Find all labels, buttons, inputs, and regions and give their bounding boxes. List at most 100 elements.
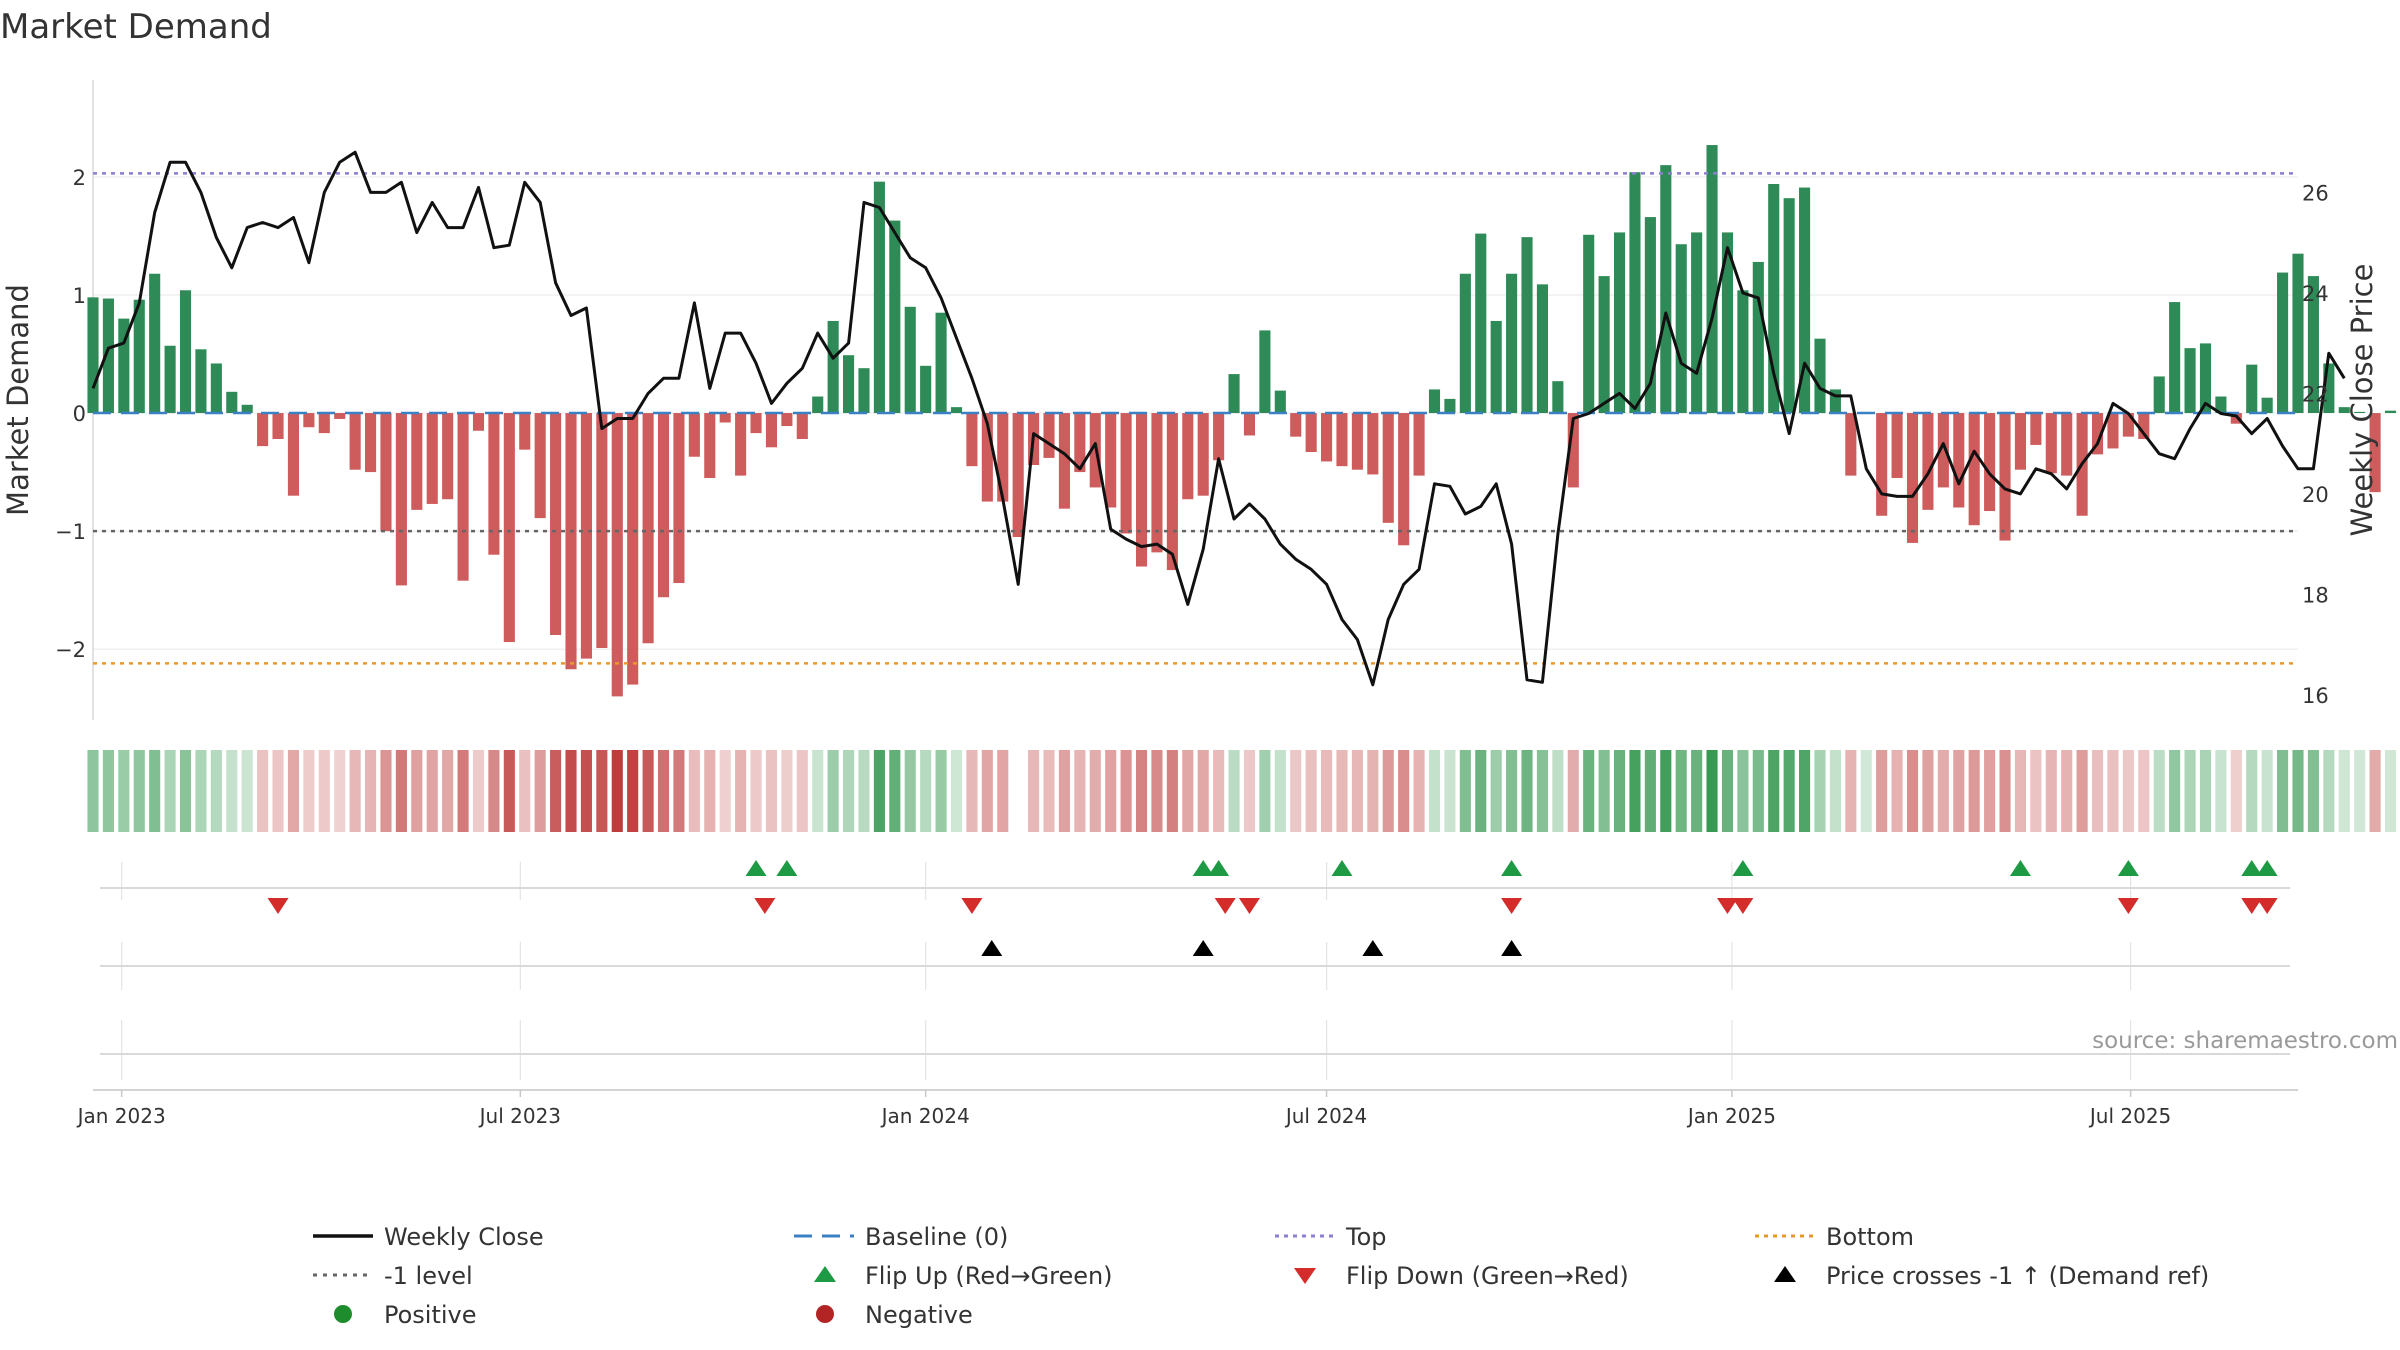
demand-bar xyxy=(102,298,114,414)
demand-bar xyxy=(488,413,500,555)
heat-cell xyxy=(2292,750,2304,832)
heat-cell xyxy=(2091,750,2104,832)
demand-bar xyxy=(966,413,978,467)
heat-cell xyxy=(1906,750,1919,832)
demand-bar xyxy=(1721,232,1734,414)
demand-bar xyxy=(1321,413,1333,462)
legend-label-bottom: Bottom xyxy=(1826,1223,1914,1251)
y-tick-label: 2 xyxy=(73,166,86,190)
demand-bar xyxy=(2030,413,2042,445)
x-tick-label: Jul 2025 xyxy=(2088,1104,2171,1128)
heat-cell xyxy=(1552,750,1564,832)
demand-bar xyxy=(2246,364,2258,414)
demand-bar xyxy=(1583,234,1595,414)
heat-cell xyxy=(796,750,808,832)
demand-bar xyxy=(1999,413,2011,541)
y2-tick-label: 18 xyxy=(2302,583,2329,607)
heat-cell xyxy=(1644,750,1656,832)
heat-cell xyxy=(2277,750,2289,832)
demand-bar xyxy=(287,413,299,496)
heat-cell xyxy=(950,750,963,832)
demand-bar xyxy=(1413,413,1425,476)
demand-bar xyxy=(2122,413,2134,437)
demand-bar xyxy=(1845,413,1857,476)
heat-cell xyxy=(611,750,623,832)
demand-bar xyxy=(1799,187,1811,414)
demand-bar xyxy=(365,413,377,473)
heat-cell xyxy=(704,750,716,832)
demand-bar xyxy=(904,306,916,414)
flip-down-marker xyxy=(754,898,776,914)
demand-bar xyxy=(411,413,423,510)
demand-bar xyxy=(1274,390,1286,414)
heat-cell xyxy=(365,750,377,832)
demand-bar xyxy=(1105,413,1117,508)
heat-cell xyxy=(133,750,145,832)
heat-cell xyxy=(750,750,762,832)
demand-bar xyxy=(1521,237,1533,414)
heat-cell xyxy=(1783,750,1795,832)
demand-bar xyxy=(426,413,438,504)
flip-up-marker xyxy=(1192,860,1214,876)
demand-bar xyxy=(1691,232,1703,414)
legend: Weekly Close -1 level Positive Baseline … xyxy=(313,1223,2209,1329)
demand-bar xyxy=(827,320,839,414)
heat-cell xyxy=(1213,750,1225,832)
heat-cell xyxy=(627,750,639,832)
heat-cell xyxy=(241,750,253,832)
demand-bar xyxy=(534,413,546,519)
y2-tick-label: 24 xyxy=(2302,282,2329,306)
heat-cell xyxy=(673,750,685,832)
demand-bar xyxy=(2091,413,2104,455)
demand-bar xyxy=(2215,396,2227,414)
flip-up-marker xyxy=(1331,860,1353,876)
heat-cell xyxy=(981,750,993,832)
heat-cell xyxy=(1721,750,1734,832)
demand-bar xyxy=(1768,184,1780,414)
demand-bar xyxy=(1367,413,1379,475)
legend-entry-top: Top xyxy=(1275,1223,1387,1251)
x-tick-label: Jan 2023 xyxy=(76,1104,166,1128)
demand-bar xyxy=(1228,374,1240,414)
demand-bar xyxy=(164,345,176,414)
demand-bar xyxy=(704,413,716,478)
demand-bar xyxy=(1444,398,1456,414)
demand-bar xyxy=(1043,413,1055,458)
demand-bar xyxy=(1166,413,1178,571)
demand-bar xyxy=(1151,413,1163,553)
y2-tick-label: 20 xyxy=(2302,483,2329,507)
demand-bar xyxy=(1398,413,1410,546)
legend-label-negative: Negative xyxy=(865,1301,973,1329)
legend-entry-positive: Positive xyxy=(334,1301,477,1329)
x-tick-label: Jan 2024 xyxy=(880,1104,970,1128)
demand-bar xyxy=(257,413,269,447)
demand-bar xyxy=(457,413,469,581)
heat-cell xyxy=(1567,750,1579,832)
heat-cell xyxy=(1752,750,1764,832)
demand-bar xyxy=(673,413,685,584)
demand-bar xyxy=(472,413,485,431)
demand-bar xyxy=(2199,343,2212,414)
demand-bar xyxy=(812,396,824,414)
flip-up-marker xyxy=(1732,860,1754,876)
heat-cell xyxy=(1382,750,1394,832)
legend-label-minus-one: -1 level xyxy=(384,1262,473,1290)
demand-bar xyxy=(565,413,577,670)
demand-bar xyxy=(1968,413,1980,526)
heat-cell xyxy=(472,750,485,832)
demand-bar xyxy=(2184,348,2196,414)
demand-bar xyxy=(796,413,808,440)
heat-cell xyxy=(1459,750,1471,832)
heat-cell xyxy=(1737,750,1749,832)
heat-cell xyxy=(2307,750,2319,832)
heat-cell xyxy=(1290,750,1302,832)
legend-label-cross: Price crosses -1 ↑ (Demand ref) xyxy=(1826,1262,2209,1290)
heat-cell xyxy=(1135,750,1148,832)
flip-up-marker xyxy=(1208,860,1230,876)
demand-bar xyxy=(2338,407,2350,414)
flip-up-marker xyxy=(2256,860,2278,876)
heat-cell xyxy=(488,750,500,832)
heat-cell xyxy=(2045,750,2057,832)
heat-cell xyxy=(287,750,299,832)
heat-cell xyxy=(1151,750,1163,832)
